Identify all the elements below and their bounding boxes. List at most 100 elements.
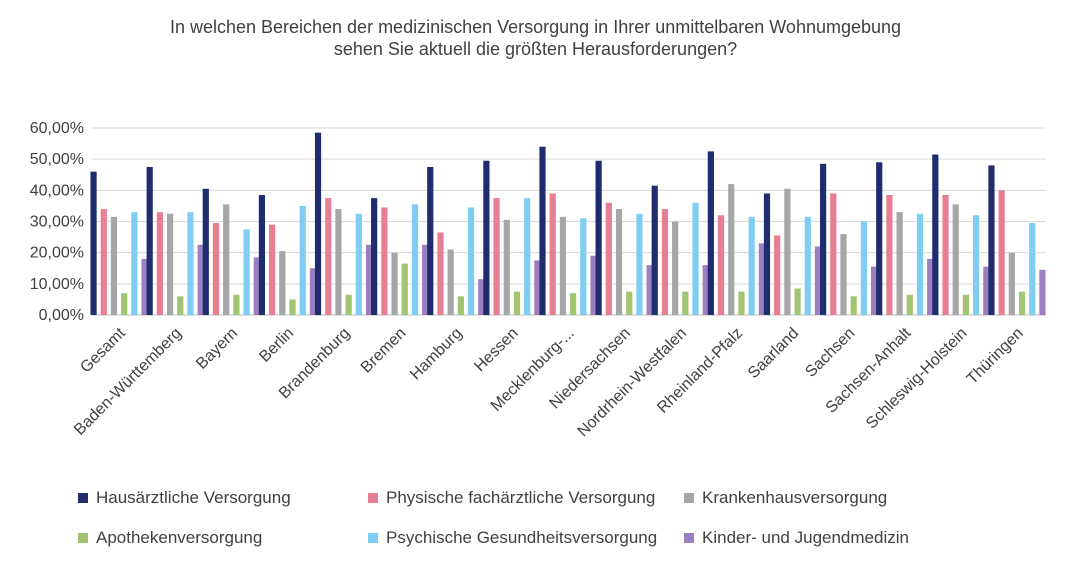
x-tick-label: Hamburg bbox=[407, 325, 466, 384]
bar bbox=[478, 279, 485, 315]
bar bbox=[447, 249, 454, 315]
bar bbox=[131, 212, 138, 315]
bar bbox=[422, 244, 429, 315]
bar bbox=[763, 193, 771, 315]
bar bbox=[483, 160, 490, 315]
bar bbox=[748, 216, 755, 315]
x-tick-label: Baden-Württemberg bbox=[71, 325, 185, 439]
bar bbox=[258, 195, 266, 315]
bar bbox=[401, 263, 408, 315]
bar bbox=[661, 209, 669, 315]
bar bbox=[973, 215, 980, 315]
bar bbox=[1029, 223, 1036, 315]
bar bbox=[830, 193, 837, 315]
bar bbox=[738, 291, 745, 315]
bar bbox=[1018, 291, 1026, 315]
bar bbox=[626, 291, 633, 315]
bar bbox=[692, 202, 699, 315]
bar bbox=[850, 296, 857, 315]
bar bbox=[457, 296, 464, 315]
bar bbox=[906, 294, 913, 315]
bar bbox=[493, 198, 500, 315]
bar bbox=[707, 151, 714, 315]
y-tick-label: 30,00% bbox=[30, 214, 84, 231]
bar bbox=[860, 221, 867, 315]
bar bbox=[365, 244, 373, 315]
bar bbox=[1039, 269, 1046, 315]
x-tick-label: Bremen bbox=[358, 325, 410, 377]
bar bbox=[391, 252, 398, 315]
bar bbox=[212, 223, 220, 315]
bar bbox=[314, 132, 322, 315]
bar bbox=[646, 265, 653, 315]
bar bbox=[345, 294, 352, 315]
bar bbox=[121, 293, 128, 315]
bar bbox=[197, 244, 204, 315]
x-tick-label: Nordrhein-Westfalen bbox=[574, 325, 690, 441]
bar bbox=[672, 221, 679, 315]
x-tick-label: Saarland bbox=[745, 325, 802, 382]
bar bbox=[289, 299, 296, 315]
y-tick-label: 60,00% bbox=[30, 120, 84, 137]
bar bbox=[804, 216, 811, 315]
bar bbox=[269, 224, 276, 315]
bar bbox=[636, 213, 643, 315]
bar bbox=[467, 207, 475, 315]
bar bbox=[784, 188, 791, 315]
bar bbox=[870, 266, 878, 315]
bar bbox=[539, 146, 546, 315]
bar bbox=[279, 251, 286, 315]
bar bbox=[513, 291, 521, 315]
x-tick-label: Berlin bbox=[256, 325, 297, 366]
bar bbox=[100, 209, 107, 315]
bar bbox=[202, 188, 209, 315]
bar bbox=[942, 195, 949, 315]
bar bbox=[886, 195, 893, 315]
bar bbox=[651, 185, 658, 315]
y-tick-label: 10,00% bbox=[30, 276, 84, 293]
bar bbox=[524, 198, 531, 315]
chart-title-line-2: sehen Sie aktuell die größten Herausford… bbox=[333, 39, 738, 59]
x-tick-label: Bayern bbox=[193, 325, 241, 373]
bar bbox=[325, 198, 332, 315]
bar bbox=[682, 291, 689, 315]
bar bbox=[570, 293, 577, 315]
y-tick-label: 40,00% bbox=[30, 182, 84, 199]
y-tick-label: 50,00% bbox=[30, 151, 84, 168]
bar bbox=[534, 260, 541, 315]
bar bbox=[427, 166, 434, 315]
x-tick-label: Sachsen bbox=[802, 325, 858, 381]
bar bbox=[605, 202, 612, 315]
chart-title-line-1: In welchen Bereichen der medizinischen V… bbox=[169, 17, 902, 37]
bar bbox=[437, 232, 444, 315]
bar bbox=[758, 243, 765, 315]
bar bbox=[717, 215, 725, 315]
bar bbox=[595, 160, 602, 315]
bar bbox=[253, 257, 260, 315]
bar bbox=[819, 163, 827, 315]
x-tick-label: Hessen bbox=[471, 325, 521, 375]
bar bbox=[590, 255, 597, 315]
bar bbox=[580, 218, 587, 315]
bar bbox=[916, 213, 924, 315]
bar bbox=[355, 213, 362, 315]
bar bbox=[371, 198, 378, 315]
bar bbox=[166, 213, 174, 315]
bar bbox=[177, 296, 184, 315]
x-tick-label: Schleswig-Holstein bbox=[863, 325, 971, 433]
bar bbox=[110, 216, 118, 315]
bar bbox=[223, 204, 230, 315]
bar bbox=[233, 294, 240, 315]
bar bbox=[998, 190, 1005, 315]
bar bbox=[335, 209, 342, 315]
bar bbox=[549, 193, 556, 315]
bar bbox=[309, 268, 317, 315]
bar bbox=[932, 154, 939, 315]
bar bbox=[146, 166, 153, 315]
bar bbox=[840, 233, 847, 315]
bar bbox=[503, 219, 510, 315]
bar bbox=[187, 212, 194, 315]
bar bbox=[559, 216, 566, 315]
bar bbox=[728, 184, 735, 315]
